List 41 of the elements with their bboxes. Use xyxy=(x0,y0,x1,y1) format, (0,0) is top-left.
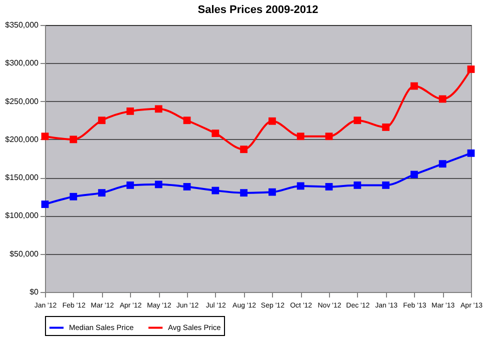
point xyxy=(154,180,162,188)
point xyxy=(240,146,248,154)
point xyxy=(438,95,446,103)
point xyxy=(212,130,220,138)
point xyxy=(183,183,191,190)
point xyxy=(70,136,78,144)
point xyxy=(41,200,49,208)
point xyxy=(410,170,418,178)
point xyxy=(268,188,276,196)
point xyxy=(41,132,49,140)
y-tick-label: $200,000 xyxy=(5,134,40,144)
y-tick-label: $350,000 xyxy=(5,20,40,30)
point xyxy=(154,105,162,113)
point xyxy=(382,181,390,189)
point xyxy=(467,149,475,157)
point xyxy=(126,181,134,189)
point xyxy=(410,82,418,90)
chart-title: Sales Prices 2009-2012 xyxy=(198,4,318,16)
point xyxy=(325,132,333,140)
point xyxy=(126,107,134,115)
y-tick-label: $150,000 xyxy=(5,173,40,182)
point xyxy=(70,192,78,200)
point xyxy=(354,116,362,124)
point xyxy=(325,183,333,190)
point xyxy=(268,117,276,125)
point xyxy=(438,160,446,168)
point xyxy=(354,181,362,189)
point xyxy=(296,182,304,190)
point xyxy=(183,116,191,124)
point xyxy=(382,124,390,131)
y-tick-label: $250,000 xyxy=(5,96,40,106)
y-tick-label: $300,000 xyxy=(5,58,40,68)
point xyxy=(467,66,475,73)
point xyxy=(98,116,106,124)
y-tick-label: $100,000 xyxy=(5,211,40,220)
point xyxy=(98,189,106,197)
point xyxy=(212,186,220,194)
y-tick-label: $50,000 xyxy=(10,249,40,258)
point xyxy=(240,189,248,197)
point xyxy=(296,132,304,140)
y-tick-label: $0 xyxy=(30,288,40,296)
